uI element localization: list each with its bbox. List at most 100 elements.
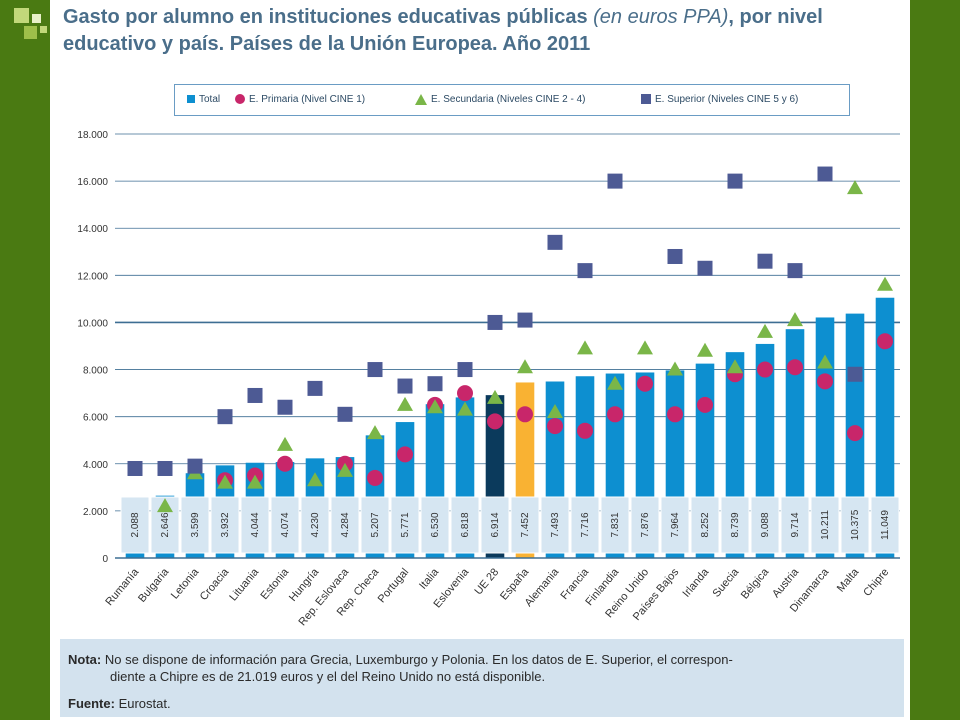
note-line-1: No se dispone de información para Grecia… [104,652,733,667]
value-label: 9.088 [760,512,771,537]
superior-marker [847,366,863,382]
value-label: 6.530 [430,512,441,537]
value-label-box [630,496,660,554]
value-label-box [780,496,810,554]
title-italic: (en euros PPA) [593,6,729,28]
x-tick-label: Italia [417,566,442,592]
value-label-box [570,496,600,554]
value-label-box [120,496,150,554]
primaria-marker [697,396,713,413]
superior-marker [577,263,593,279]
primaria-marker [847,425,863,442]
note-label: Nota: [68,652,102,667]
value-label: 4.284 [340,512,351,537]
x-tick-label: Bélgica [739,566,772,602]
value-label: 5.771 [400,512,411,537]
secundaria-marker [307,472,323,487]
legend-label: E. Superior (Niveles CINE 5 y 6) [655,94,799,105]
value-label-box [480,496,510,554]
source-value: Eurostat. [118,696,171,711]
value-label-box [600,496,630,554]
note-box: Nota: No se dispone de información para … [60,639,904,717]
secundaria-marker [427,399,443,414]
value-label-box [210,496,240,554]
secundaria-marker [727,359,743,374]
primaria-marker [277,455,293,472]
superior-marker [487,314,503,330]
secundaria-marker [877,276,893,291]
y-tick-label: 10.000 [77,318,108,329]
value-label-box [390,496,420,554]
superior-marker [307,380,323,396]
value-label: 7.831 [610,512,621,537]
primaria-marker [517,406,533,423]
value-label-box [840,496,870,554]
value-label-box [150,496,180,554]
x-tick-label: Croacia [198,566,232,603]
secundaria-marker [157,498,173,513]
secundaria-marker [337,462,353,477]
value-label-box [300,496,330,554]
chart-title: Gasto por alumno en instituciones educat… [63,4,903,58]
secundaria-marker [487,389,503,404]
superior-marker [667,248,683,264]
secundaria-marker [367,425,383,440]
secundaria-marker [277,436,293,451]
legend-triangle-icon [415,94,427,105]
y-tick-label: 8.000 [83,366,108,377]
x-tick-label: Irlanda [680,566,711,600]
superior-marker [427,376,443,392]
value-label: 3.599 [190,512,201,537]
value-label-box [720,496,750,554]
value-label: 9.714 [790,512,801,537]
primaria-marker [877,333,893,350]
superior-marker [757,253,773,269]
secundaria-marker [217,474,233,489]
value-label: 6.914 [490,512,501,537]
legend-item-total: Total [187,94,220,105]
value-label: 7.716 [580,512,591,537]
decor-square [40,26,47,33]
value-label-box [510,496,540,554]
value-label-box [750,496,780,554]
secundaria-marker [787,312,803,327]
x-tick-label: Portugal [376,566,412,605]
legend: Total E. Primaria (Nivel CINE 1) E. Secu… [174,84,850,116]
y-tick-label: 0 [102,554,108,565]
value-label-box [360,496,390,554]
secundaria-marker [757,323,773,338]
superior-marker [127,460,143,476]
primaria-marker [637,375,653,392]
superior-marker [217,409,233,425]
value-label: 7.876 [640,512,651,537]
secundaria-marker [397,396,413,411]
legend-label: E. Primaria (Nivel CINE 1) [249,94,366,105]
superior-marker [157,460,173,476]
value-label-box [690,496,720,554]
value-label: 10.211 [820,510,831,540]
value-label-box [660,496,690,554]
y-tick-label: 16.000 [77,177,108,188]
bar-chart: 0 2.000 4.000 6.000 8.000 10.000 12.000 14.000 1… [77,130,900,628]
primaria-marker [577,422,593,439]
primaria-marker [487,413,503,430]
value-label: 8.739 [730,512,741,537]
superior-marker [817,166,833,182]
y-tick-label: 2.000 [83,507,108,518]
x-tick-label: Lituania [227,566,262,604]
x-tick-label: Malta [835,566,862,595]
primaria-marker [667,406,683,423]
slide: Gasto por alumno en instituciones educat… [50,0,910,720]
legend-label: Total [199,94,221,105]
value-label-box [450,496,480,554]
value-label: 4.074 [280,512,291,537]
value-label: 7.964 [670,512,681,537]
x-tick-label: Bulgaria [136,566,172,605]
secundaria-marker [697,342,713,357]
x-tick-label: Suecia [710,566,741,600]
primaria-marker [547,418,563,435]
x-tick-label: Chipre [861,566,891,599]
y-tick-label: 12.000 [77,271,108,282]
superior-marker [547,234,563,250]
superior-marker [607,173,623,189]
